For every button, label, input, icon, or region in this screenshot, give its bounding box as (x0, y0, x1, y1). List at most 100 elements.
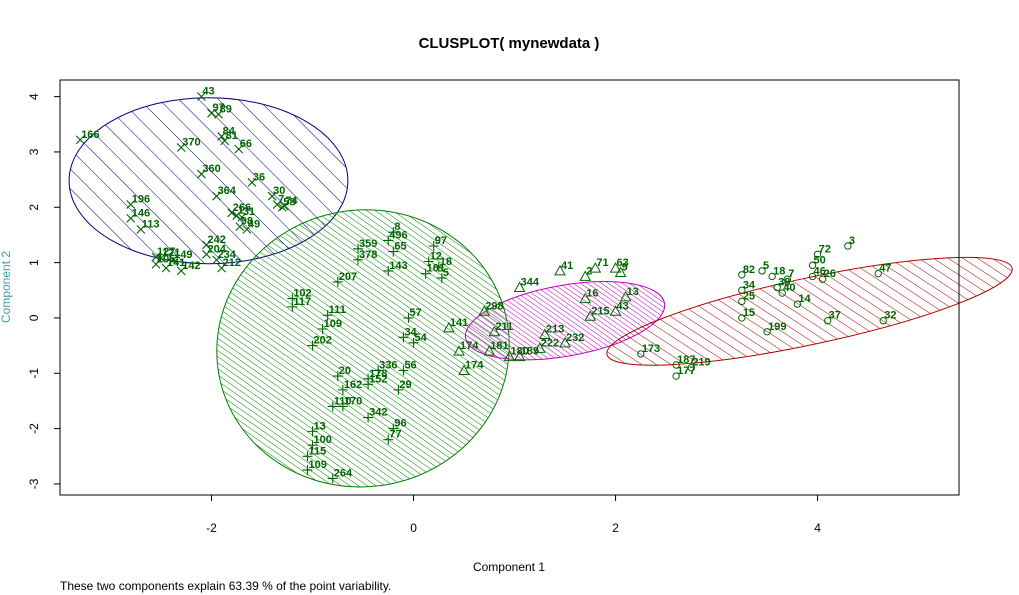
circle-marker (808, 261, 817, 270)
cluster-1-point: 142 (176, 260, 201, 276)
plus-marker (398, 332, 409, 343)
y-tick-label: -1 (27, 368, 41, 379)
cluster-3-point: 41 (554, 260, 573, 276)
cluster-4-point: 82 (738, 264, 755, 279)
plot-frame (59, 79, 960, 496)
triangle-marker (458, 364, 470, 375)
cluster-3-point: 213 (539, 324, 564, 340)
cluster-3-point: 16 (579, 288, 599, 304)
plus-marker (363, 412, 374, 423)
circle-marker (672, 361, 680, 369)
plus-marker (403, 312, 414, 323)
cluster-2-point: 18 (433, 256, 452, 273)
point-label: 166 (81, 129, 99, 141)
x-marker (176, 266, 186, 276)
triangle-marker (513, 281, 526, 292)
cluster-2-point: 143 (383, 260, 408, 276)
cluster-4-ellipse (606, 256, 1013, 366)
point-label: 40 (783, 282, 795, 294)
circle-marker (808, 272, 817, 281)
cluster-2-point: 101 (420, 263, 445, 279)
point-label: 15 (743, 307, 755, 319)
cluster-2-point: 117 (287, 296, 311, 312)
plus-marker (433, 262, 444, 273)
cluster-2-point: 65 (388, 241, 407, 257)
point-label: 234 (218, 249, 237, 261)
cluster-1-point: 127 (151, 246, 175, 262)
point-label: 196 (132, 194, 150, 206)
point-label: 89 (220, 103, 232, 115)
triangle-marker (609, 262, 622, 273)
circle-marker (874, 269, 882, 278)
point-label: 215 (591, 305, 609, 317)
x-marker (126, 213, 136, 223)
cluster-ellipses (68, 97, 1013, 488)
point-label: 143 (389, 260, 407, 272)
plus-marker (352, 254, 363, 265)
cluster-2-point: 5 (436, 267, 449, 284)
cluster-2-point: 264 (327, 467, 353, 484)
cluster-3-ellipse (464, 281, 666, 361)
point-label: 141 (167, 257, 185, 269)
point-label: 344 (521, 277, 540, 289)
point-label: 81 (226, 130, 238, 142)
x-marker (197, 92, 206, 101)
plus-marker (363, 379, 374, 390)
point-label: 97 (435, 235, 447, 247)
triangle-marker (453, 345, 465, 356)
data-points: 4397891663708481663603630364758741962661… (75, 86, 896, 484)
plus-marker (322, 310, 333, 321)
y-tick-label: 0 (27, 314, 41, 321)
cluster-3-point: 298 (478, 300, 504, 316)
circle-marker (773, 283, 781, 292)
cluster-3-point: 141 (443, 317, 468, 333)
cluster-2-point: 207 (332, 271, 357, 287)
cluster-3-point: 181 (483, 340, 509, 356)
circle-marker (738, 314, 746, 322)
plus-marker (317, 324, 328, 334)
plus-marker (398, 365, 409, 376)
plus-marker (428, 241, 439, 251)
y-axis: -3 -2 -1 0 1 2 3 4 (27, 93, 60, 489)
point-label: 7 (788, 268, 794, 280)
y-tick-label: 4 (27, 93, 41, 100)
triangle-marker (579, 292, 592, 304)
point-label: 54 (415, 332, 428, 344)
plus-marker (327, 401, 338, 412)
cluster-2-point: 162 (337, 379, 362, 395)
point-label: 370 (182, 137, 200, 149)
variability-footnote: These two components explain 63.39 % of … (60, 579, 391, 593)
point-label: 360 (202, 163, 220, 175)
point-label: 34 (743, 279, 756, 291)
point-label: 100 (314, 434, 332, 446)
point-label: 18 (773, 265, 785, 277)
triangle-marker (533, 342, 546, 353)
point-label: 232 (566, 332, 584, 344)
point-label: 207 (339, 271, 357, 283)
point-label: 298 (485, 300, 503, 312)
cluster-4-point: 26 (818, 268, 836, 283)
cluster-3-point: 43 (609, 300, 629, 316)
cluster-4-point: 37 (823, 310, 841, 325)
cluster-4-point: 50 (808, 254, 826, 270)
cluster-1-point: 58 (277, 196, 295, 212)
cluster-4-point: 7 (783, 268, 794, 283)
plus-marker (307, 440, 318, 451)
circle-marker (823, 317, 832, 325)
cluster-2-point: 20 (332, 365, 351, 382)
point-label: 34 (404, 326, 417, 338)
x-marker (235, 222, 245, 232)
point-label: 5 (443, 267, 449, 279)
point-label: 65 (394, 241, 406, 253)
plus-marker (393, 384, 404, 395)
point-label: 57 (409, 307, 421, 319)
x-marker (212, 191, 221, 201)
plus-marker (337, 384, 348, 395)
x-marker (151, 252, 161, 262)
triangle-marker (513, 350, 526, 362)
point-label: 342 (369, 407, 387, 419)
x-tick-label: 4 (814, 521, 821, 535)
point-label: 213 (546, 324, 564, 336)
cluster-2-point: 96 (388, 418, 407, 434)
triangle-marker (589, 262, 602, 273)
